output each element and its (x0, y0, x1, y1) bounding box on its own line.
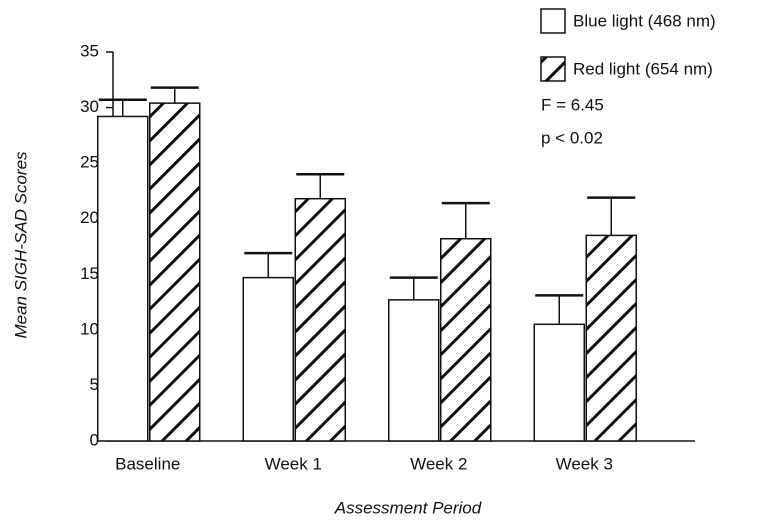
y-tick-label: 25 (80, 153, 99, 172)
x-tick-label: Week 2 (410, 454, 467, 473)
y-axis-title: Mean SIGH-SAD Scores (11, 151, 30, 339)
y-tick-label: 5 (90, 375, 99, 394)
bar (97, 115, 149, 442)
legend-label: Red light (654 nm) (573, 59, 713, 78)
bar (388, 299, 440, 442)
bar (533, 323, 585, 442)
y-tick-label: 35 (80, 41, 99, 60)
bar (440, 237, 492, 442)
legend-swatch (540, 8, 566, 34)
y-tick-label: 30 (80, 97, 99, 116)
x-tick-label: Baseline (115, 454, 180, 473)
bar (585, 234, 637, 442)
legend-swatch (540, 56, 566, 82)
annotation: p < 0.02 (541, 128, 603, 147)
bar (294, 197, 346, 442)
annotation: F = 6.45 (541, 95, 604, 114)
y-tick-label: 10 (80, 319, 99, 338)
legend-label: Blue light (468 nm) (573, 11, 716, 30)
bar (242, 276, 294, 442)
x-tick-label: Week 1 (265, 454, 322, 473)
x-axis-title: Assessment Period (334, 498, 482, 517)
x-tick-label: Week 3 (556, 454, 613, 473)
y-tick-label: 20 (80, 208, 99, 227)
y-tick-label: 15 (80, 264, 99, 283)
bar (149, 102, 201, 442)
y-tick-label: 0 (90, 430, 99, 449)
